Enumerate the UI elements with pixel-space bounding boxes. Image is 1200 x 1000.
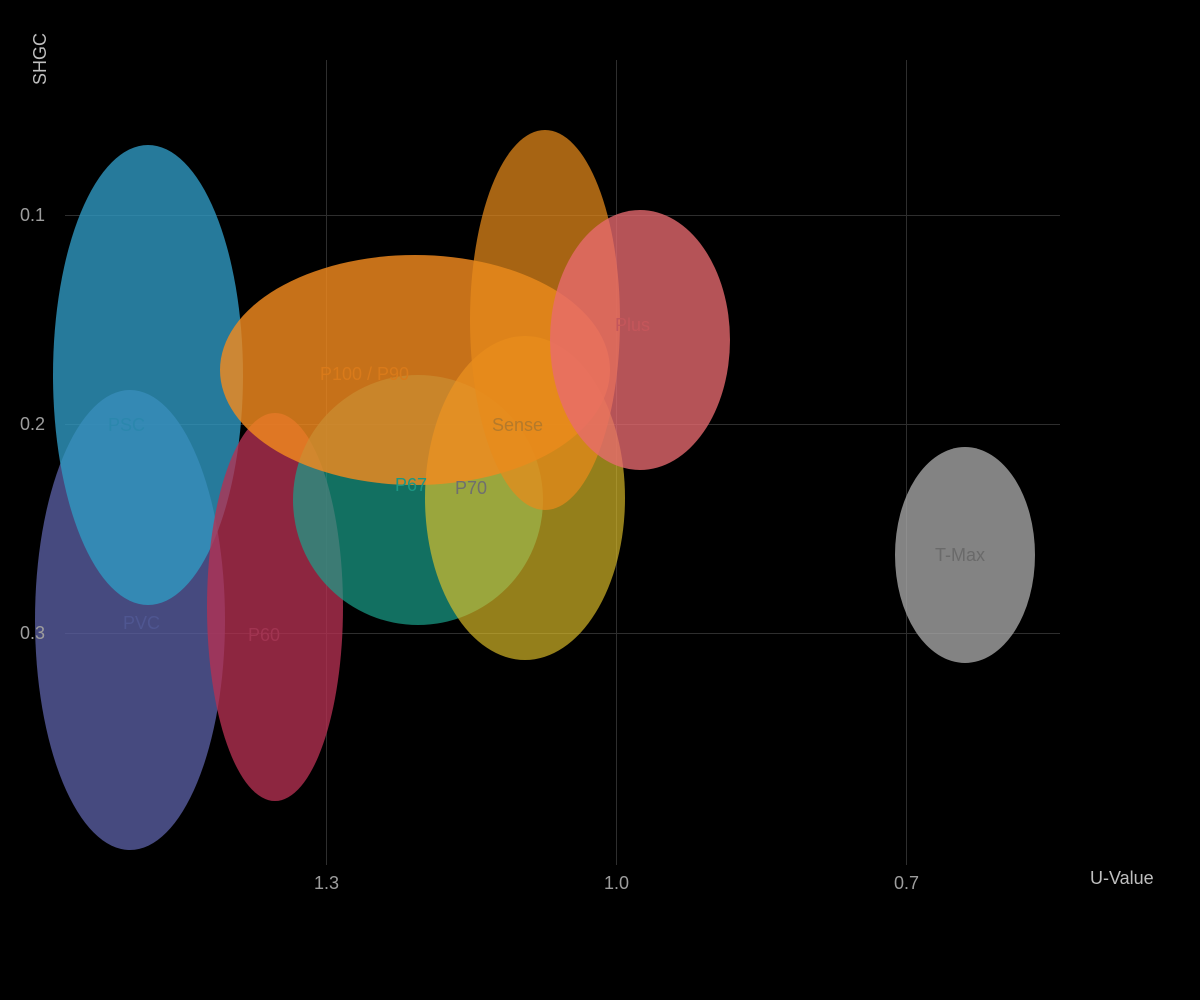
- y-tick-label: 0.1: [20, 205, 45, 226]
- y-tick-label: 0.3: [20, 623, 45, 644]
- chart-stage: PVCPSCP60P100 / P90P67P70SensePlusT-Max …: [0, 0, 1200, 1000]
- ellipse-label-pvc: PVC: [123, 613, 160, 634]
- ellipse-label-tmax: T-Max: [935, 545, 985, 566]
- ellipse-label-p100p90: P100 / P90: [320, 364, 409, 385]
- x-tick-label: 1.0: [604, 873, 629, 894]
- x-tick-label: 0.7: [894, 873, 919, 894]
- ellipse-label-p60: P60: [248, 625, 280, 646]
- ellipse-label-p67: P67: [395, 475, 427, 496]
- y-tick-label: 0.2: [20, 414, 45, 435]
- x-tick-label: 1.3: [314, 873, 339, 894]
- ellipse-label-sense: Sense: [492, 415, 543, 436]
- x-axis-title: U-Value: [1090, 868, 1154, 889]
- gridline-vertical: [906, 60, 907, 865]
- ellipse-label-plus: Plus: [615, 315, 650, 336]
- ellipse-label-p70: P70: [455, 478, 487, 499]
- ellipse-plus: [550, 210, 730, 470]
- y-axis-title: SHGC: [30, 33, 51, 85]
- ellipse-label-psc: PSC: [108, 415, 145, 436]
